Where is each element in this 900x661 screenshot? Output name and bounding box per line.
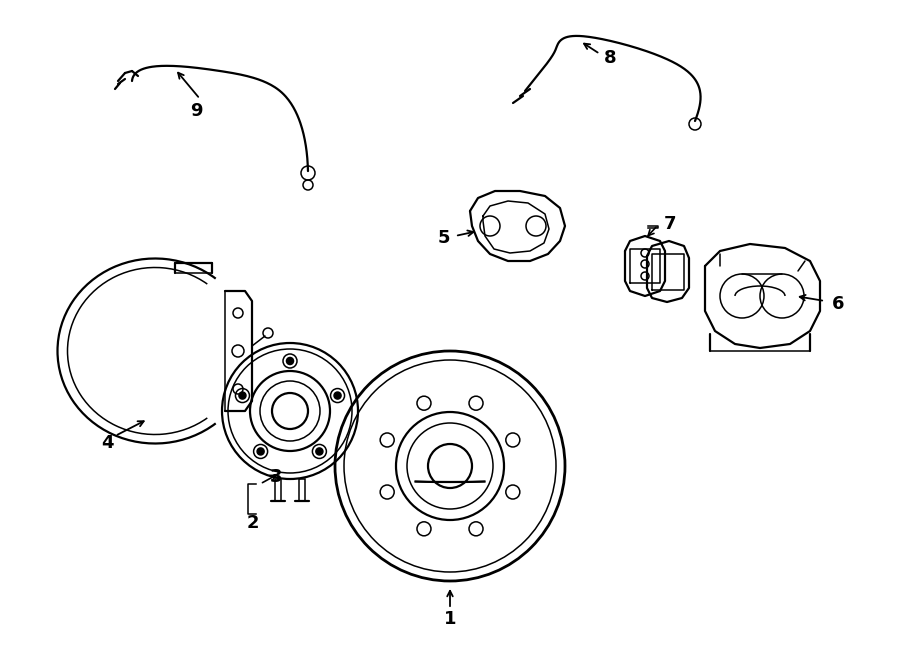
Text: 1: 1	[444, 610, 456, 628]
Circle shape	[316, 448, 323, 455]
Text: 7: 7	[664, 215, 676, 233]
Text: 8: 8	[604, 49, 617, 67]
Circle shape	[286, 358, 293, 364]
Text: 5: 5	[437, 229, 450, 247]
Bar	[299, 479, 305, 501]
Circle shape	[334, 392, 341, 399]
Circle shape	[238, 392, 246, 399]
Text: 9: 9	[190, 102, 203, 120]
Bar	[275, 479, 281, 501]
Text: 2: 2	[247, 514, 259, 532]
Text: 3: 3	[270, 468, 283, 486]
Text: 6: 6	[832, 295, 844, 313]
Circle shape	[257, 448, 264, 455]
Text: 4: 4	[101, 434, 113, 452]
